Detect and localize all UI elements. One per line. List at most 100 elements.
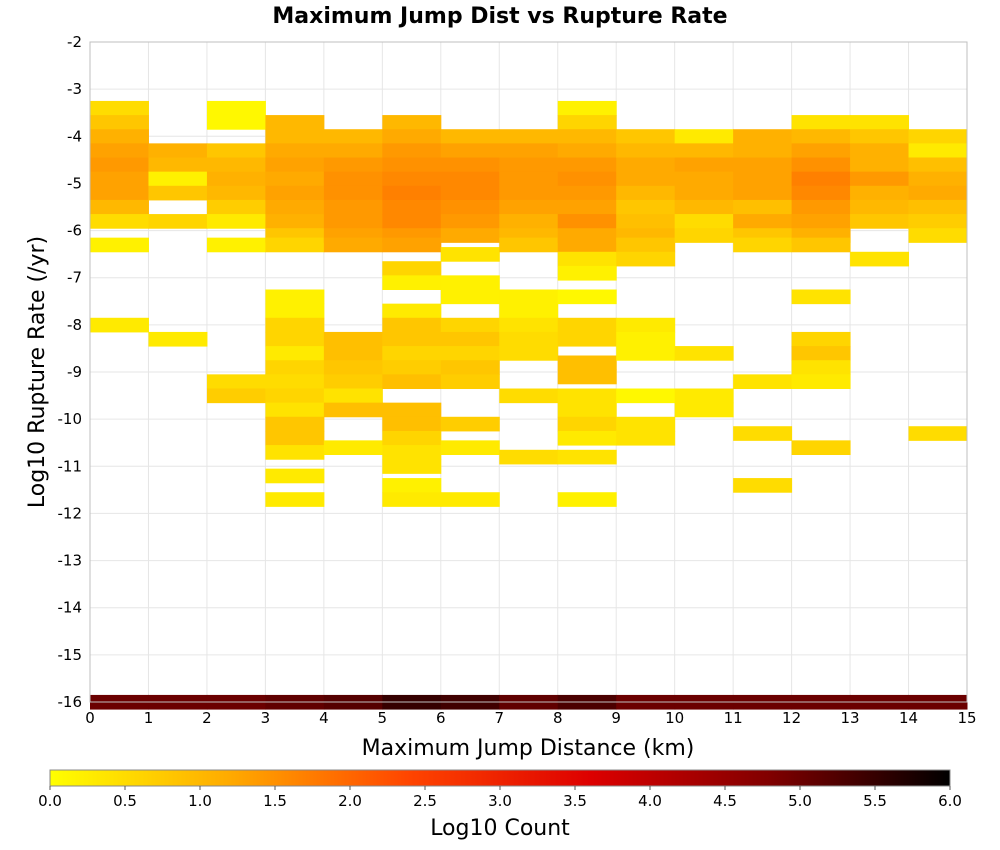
heatmap-cell <box>440 275 500 290</box>
y-tick-label: -7 <box>67 269 82 287</box>
heatmap-cell <box>265 430 325 446</box>
heatmap-cell <box>791 129 851 144</box>
heatmap-cell <box>440 331 500 347</box>
heatmap-cell <box>148 157 208 173</box>
heatmap-cell <box>674 402 734 418</box>
heatmap-cell <box>90 129 149 144</box>
heatmap-cell <box>382 143 442 158</box>
heatmap-cell <box>323 402 383 418</box>
y-tick-label: -6 <box>67 222 82 240</box>
x-tick-label: 4 <box>319 709 329 727</box>
heatmap-cell <box>733 129 793 144</box>
heatmap-cell <box>90 185 149 201</box>
heatmap-cell <box>674 214 734 229</box>
x-tick-label: 10 <box>665 709 684 727</box>
heatmap-cell <box>850 199 910 215</box>
heatmap-cell <box>499 303 559 319</box>
heatmap-cell <box>791 360 851 375</box>
heatmap-cell <box>265 468 325 484</box>
heatmap-cell <box>323 331 383 347</box>
heatmap-cell <box>499 346 559 361</box>
x-tick-label: 9 <box>611 709 621 727</box>
heatmap-cell <box>440 440 500 455</box>
heatmap-cell <box>206 157 266 173</box>
heatmap-cell <box>499 449 559 465</box>
heatmap-cell <box>557 185 617 201</box>
heatmap-cell <box>440 214 500 229</box>
colorbar-ticks: 0.0 0.5 1.0 1.5 2.0 2.5 3.0 3.5 4.0 4.5 5.0 5.5 6.0 <box>38 786 962 810</box>
colorbar-tick-label: 5.5 <box>863 792 887 810</box>
x-axis-ticks: 0 1 2 3 4 5 6 7 8 9 10 11 12 13 14 15 <box>85 709 976 727</box>
heatmap-cell <box>557 143 617 158</box>
heatmap-cell <box>557 317 617 333</box>
colorbar-label: Log10 Count <box>430 816 570 841</box>
y-axis-ticks: -2 -3 -4 -5 -6 -7 -8 -9 -10 -11 -12 -13 -14 -15 -16 <box>58 33 83 711</box>
heatmap-cell <box>323 214 383 229</box>
heatmap-cell <box>733 374 793 389</box>
heatmap-cell <box>616 214 676 229</box>
x-tick-label: 6 <box>436 709 446 727</box>
heatmap-cell <box>616 237 676 253</box>
heatmap-cell <box>90 115 149 130</box>
heatmap-cell <box>733 199 793 215</box>
heatmap-cell <box>674 129 734 144</box>
x-tick-label: 14 <box>899 709 918 727</box>
heatmap-cell <box>382 157 442 173</box>
heatmap-cell <box>382 459 442 474</box>
x-tick-label: 15 <box>957 709 976 727</box>
heatmap-cell <box>382 331 442 347</box>
heatmap-cell <box>616 143 676 158</box>
heatmap-cell <box>90 199 149 215</box>
heatmap-cell <box>908 199 968 215</box>
heatmap-cell <box>557 402 617 418</box>
heatmap-cell <box>850 129 910 144</box>
heatmap-cell <box>265 199 325 215</box>
heatmap-cell <box>440 289 500 305</box>
heatmap-cell <box>323 185 383 201</box>
heatmap-cell <box>908 228 968 243</box>
heatmap-cell <box>323 237 383 253</box>
heatmap-cells <box>90 100 968 710</box>
heatmap-cell <box>616 430 676 446</box>
heatmap-cell <box>791 143 851 158</box>
colorbar-tick-label: 4.5 <box>713 792 737 810</box>
heatmap-cell <box>733 171 793 187</box>
heatmap-cell <box>265 303 325 319</box>
y-tick-label: -9 <box>67 363 82 381</box>
y-tick-label: -14 <box>58 599 83 617</box>
heatmap-cell <box>440 416 500 432</box>
heatmap-cell <box>382 430 442 446</box>
heatmap-cell <box>265 416 325 432</box>
heatmap-cell <box>382 374 442 389</box>
y-axis-label: Log10 Rupture Rate (/yr) <box>25 236 50 508</box>
y-tick-label: -4 <box>67 127 82 145</box>
y-tick-label: -5 <box>67 174 82 192</box>
heatmap-cell <box>323 388 383 404</box>
heatmap-cell <box>791 440 851 455</box>
heatmap-cell <box>733 157 793 173</box>
heatmap-cell <box>616 388 676 404</box>
heatmap-cell <box>206 171 266 187</box>
colorbar-tick-label: 0.5 <box>113 792 137 810</box>
heatmap-cell <box>440 129 500 144</box>
heatmap-cell <box>265 157 325 173</box>
heatmap-cell <box>90 157 149 173</box>
heatmap-cell <box>557 251 617 267</box>
heatmap-cell <box>791 346 851 361</box>
heatmap-cell <box>791 374 851 389</box>
heatmap-cell <box>206 143 266 158</box>
heatmap-cell <box>557 237 617 253</box>
heatmap-cell <box>850 115 910 130</box>
heatmap-cell <box>557 157 617 173</box>
x-tick-label: 3 <box>261 709 271 727</box>
heatmap-cell <box>323 157 383 173</box>
heatmap-cell <box>791 214 851 229</box>
heatmap-cell <box>499 331 559 347</box>
heatmap-cell <box>674 157 734 173</box>
heatmap-cell <box>616 346 676 361</box>
heatmap-cell <box>265 129 325 144</box>
heatmap-cell <box>733 185 793 201</box>
heatmap-cell <box>557 129 617 144</box>
chart-title: Maximum Jump Dist vs Rupture Rate <box>272 4 727 29</box>
